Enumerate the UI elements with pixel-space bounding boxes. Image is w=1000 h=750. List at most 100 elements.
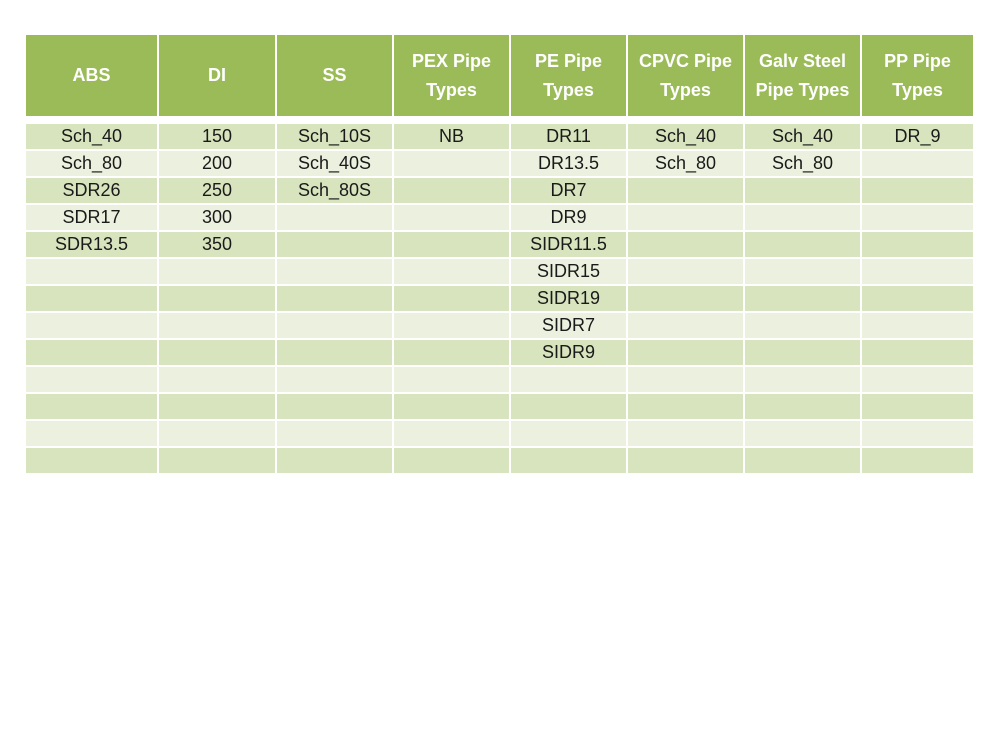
table-cell	[626, 203, 745, 232]
table-cell	[743, 419, 862, 448]
table-cell	[743, 176, 862, 205]
table-cell	[743, 446, 862, 475]
table-cell	[860, 419, 975, 448]
table-cell: SDR17	[24, 203, 159, 232]
table-cell: Sch_40S	[275, 149, 394, 178]
table-cell	[275, 338, 394, 367]
table-cell	[743, 284, 862, 313]
table-cell	[626, 284, 745, 313]
table-row: SIDR15	[24, 257, 975, 286]
table-cell: 250	[157, 176, 277, 205]
column-header: CPVC Pipe Types	[626, 33, 745, 118]
table-cell	[860, 392, 975, 421]
table-cell	[157, 419, 277, 448]
table-cell	[392, 176, 511, 205]
table-cell	[157, 392, 277, 421]
table-cell	[860, 149, 975, 178]
table-cell: Sch_80	[743, 149, 862, 178]
table-cell	[626, 419, 745, 448]
table-row: SIDR19	[24, 284, 975, 313]
table-cell: SIDR19	[509, 284, 628, 313]
table-cell	[275, 446, 394, 475]
table-cell	[275, 230, 394, 259]
table-cell	[157, 365, 277, 394]
table-cell	[626, 446, 745, 475]
table-cell	[743, 203, 862, 232]
table-cell	[24, 311, 159, 340]
table-body: Sch_40 150 Sch_10S NB DR11 Sch_40 Sch_40 DR_9 Sc…	[24, 116, 975, 475]
table-cell: Sch_80	[626, 149, 745, 178]
table-row: Sch_40 150 Sch_10S NB DR11 Sch_40 Sch_40 DR_9	[24, 122, 975, 151]
table-cell: DR7	[509, 176, 628, 205]
table-cell: Sch_40	[626, 122, 745, 151]
spacer-cell	[24, 116, 975, 124]
table-cell	[392, 257, 511, 286]
column-header: DI	[157, 33, 277, 118]
table-cell	[157, 311, 277, 340]
table-cell	[743, 311, 862, 340]
column-header: PE Pipe Types	[509, 33, 628, 118]
table-row	[24, 392, 975, 421]
table-cell: NB	[392, 122, 511, 151]
table-cell	[860, 311, 975, 340]
table-cell	[392, 311, 511, 340]
table-row: SIDR7	[24, 311, 975, 340]
table-cell	[275, 419, 394, 448]
table-cell	[275, 365, 394, 394]
table-row: SDR26 250 Sch_80S DR7	[24, 176, 975, 205]
table-cell	[509, 419, 628, 448]
table-cell	[509, 392, 628, 421]
table-cell	[860, 257, 975, 286]
table-cell: SIDR9	[509, 338, 628, 367]
table-cell	[157, 338, 277, 367]
table-cell: Sch_40	[24, 122, 159, 151]
table-cell	[392, 284, 511, 313]
table-cell	[743, 392, 862, 421]
table-cell	[275, 257, 394, 286]
table-cell: DR13.5	[509, 149, 628, 178]
table-cell	[743, 365, 862, 394]
table-cell: 200	[157, 149, 277, 178]
table-cell	[24, 338, 159, 367]
table-row	[24, 419, 975, 448]
table-cell: 350	[157, 230, 277, 259]
column-header: SS	[275, 33, 394, 118]
table-cell	[392, 203, 511, 232]
table-cell	[392, 392, 511, 421]
table-cell	[626, 257, 745, 286]
table-cell	[24, 392, 159, 421]
table-cell	[743, 230, 862, 259]
table-cell	[626, 365, 745, 394]
table-cell	[24, 365, 159, 394]
table-cell: 300	[157, 203, 277, 232]
table-cell: SIDR15	[509, 257, 628, 286]
table-cell	[157, 446, 277, 475]
table-cell	[860, 338, 975, 367]
table-cell	[275, 203, 394, 232]
table-cell: Sch_80S	[275, 176, 394, 205]
table-cell	[860, 365, 975, 394]
table-cell	[392, 338, 511, 367]
table-row: SIDR9	[24, 338, 975, 367]
table-row	[24, 446, 975, 475]
table-cell	[743, 338, 862, 367]
table-cell: DR9	[509, 203, 628, 232]
column-header: ABS	[24, 33, 159, 118]
table-cell	[860, 203, 975, 232]
table-row: SDR13.5 350 SIDR11.5	[24, 230, 975, 259]
table-cell	[392, 446, 511, 475]
table-row	[24, 365, 975, 394]
table-cell	[24, 284, 159, 313]
table-cell	[392, 230, 511, 259]
table-header: ABS DI SS PEX Pipe Types PE Pipe Types CPVC P…	[24, 33, 975, 118]
table-cell	[860, 284, 975, 313]
table-cell	[860, 446, 975, 475]
table-cell	[275, 311, 394, 340]
table-cell	[626, 392, 745, 421]
table-cell	[24, 257, 159, 286]
table-cell	[24, 446, 159, 475]
table-row: SDR17 300 DR9	[24, 203, 975, 232]
column-header: PP Pipe Types	[860, 33, 975, 118]
pipe-types-table: ABS DI SS PEX Pipe Types PE Pipe Types CPVC P…	[24, 33, 975, 475]
table-cell	[392, 365, 511, 394]
